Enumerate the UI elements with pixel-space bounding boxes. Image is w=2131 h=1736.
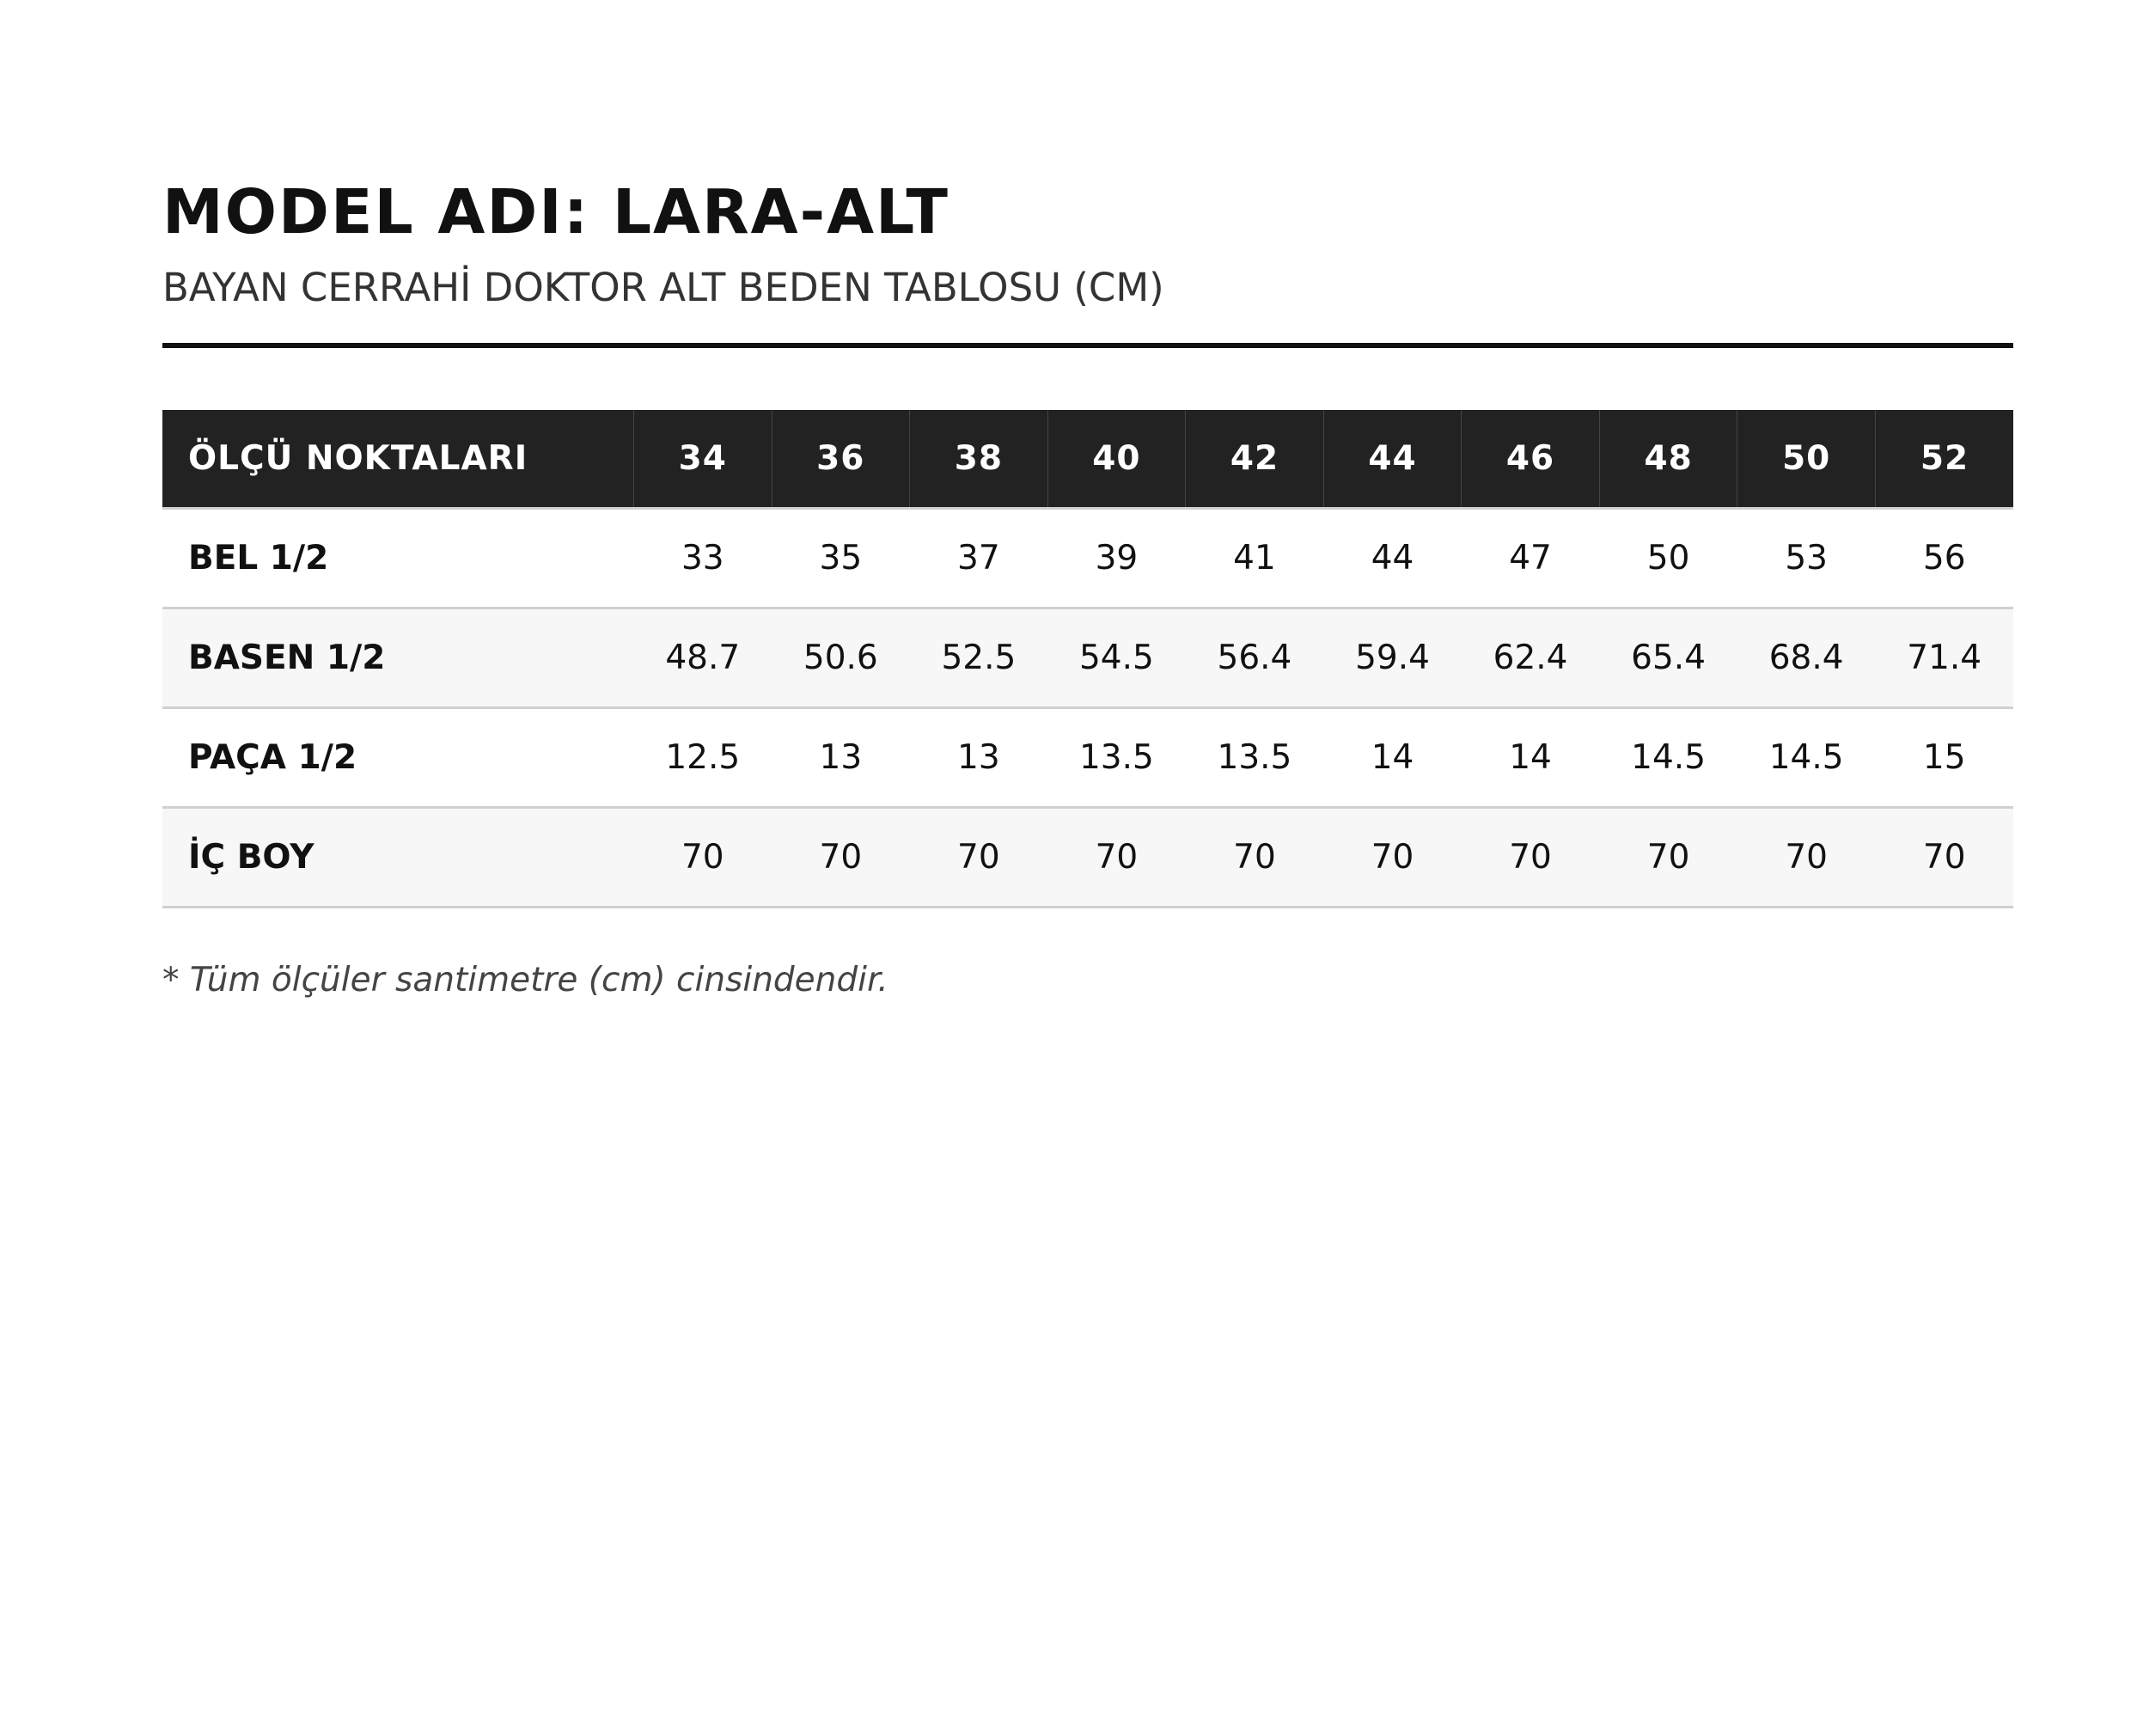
row-label: İÇ BOY bbox=[162, 807, 634, 908]
cell: 44 bbox=[1323, 508, 1462, 609]
size-header: 44 bbox=[1322, 410, 1462, 509]
row-label: BASEN 1/2 bbox=[162, 608, 634, 709]
cell: 47 bbox=[1461, 508, 1600, 609]
cell: 13 bbox=[772, 707, 910, 809]
cell: 37 bbox=[909, 508, 1048, 609]
size-header: 46 bbox=[1461, 410, 1600, 509]
table-row: BASEN 1/2 48.7 50.6 52.5 54.5 56.4 59.4 62.4 65.… bbox=[162, 608, 2013, 709]
cell: 70 bbox=[1875, 807, 2013, 908]
cell: 14.5 bbox=[1737, 707, 1876, 809]
table-body: BEL 1/2 33 35 37 39 41 44 47 50 53 56 BASEN 1/2 48.7… bbox=[162, 508, 2013, 908]
label-header: ÖLÇÜ NOKTALARI bbox=[162, 410, 634, 509]
cell: 56.4 bbox=[1185, 608, 1324, 709]
cell: 13.5 bbox=[1047, 707, 1186, 809]
size-header: 40 bbox=[1047, 410, 1186, 509]
size-table: ÖLÇÜ NOKTALARI 34 36 38 40 42 44 46 48 50 52 BEL 1… bbox=[162, 410, 2013, 908]
cell: 68.4 bbox=[1737, 608, 1876, 709]
cell: 50.6 bbox=[772, 608, 910, 709]
cell: 13 bbox=[909, 707, 1048, 809]
size-header: 36 bbox=[771, 410, 910, 509]
cell: 70 bbox=[772, 807, 910, 908]
subtitle: BAYAN CERRAHİ DOKTOR ALT BEDEN TABLOSU (… bbox=[162, 265, 1164, 310]
cell: 39 bbox=[1047, 508, 1186, 609]
table-head: ÖLÇÜ NOKTALARI 34 36 38 40 42 44 46 48 50 52 bbox=[162, 410, 2013, 509]
table-row: PAÇA 1/2 12.5 13 13 13.5 13.5 14 14 14.5 14.5 15 bbox=[162, 707, 2013, 809]
cell: 14 bbox=[1323, 707, 1462, 809]
cell: 35 bbox=[772, 508, 910, 609]
row-label: PAÇA 1/2 bbox=[162, 707, 634, 809]
divider bbox=[162, 343, 2013, 348]
size-header: 38 bbox=[909, 410, 1048, 509]
cell: 70 bbox=[1323, 807, 1462, 908]
cell: 33 bbox=[633, 508, 772, 609]
cell: 65.4 bbox=[1599, 608, 1737, 709]
header-row: ÖLÇÜ NOKTALARI 34 36 38 40 42 44 46 48 50 52 bbox=[162, 410, 2013, 509]
cell: 70 bbox=[633, 807, 772, 908]
title: MODEL ADI: LARA-ALT bbox=[162, 176, 949, 248]
cell: 56 bbox=[1875, 508, 2013, 609]
size-header: 34 bbox=[633, 410, 772, 509]
row-label: BEL 1/2 bbox=[162, 508, 634, 609]
cell: 52.5 bbox=[909, 608, 1048, 709]
footnote: * Tüm ölçüler santimetre (cm) cinsindend… bbox=[162, 961, 888, 999]
cell: 12.5 bbox=[633, 707, 772, 809]
cell: 71.4 bbox=[1875, 608, 2013, 709]
cell: 14.5 bbox=[1599, 707, 1737, 809]
cell: 70 bbox=[1599, 807, 1737, 908]
cell: 70 bbox=[1047, 807, 1186, 908]
cell: 70 bbox=[1737, 807, 1876, 908]
size-header: 48 bbox=[1598, 410, 1737, 509]
cell: 53 bbox=[1737, 508, 1876, 609]
cell: 62.4 bbox=[1461, 608, 1600, 709]
cell: 13.5 bbox=[1185, 707, 1324, 809]
size-header: 42 bbox=[1185, 410, 1324, 509]
cell: 70 bbox=[1461, 807, 1600, 908]
cell: 70 bbox=[909, 807, 1048, 908]
cell: 50 bbox=[1599, 508, 1737, 609]
size-header: 52 bbox=[1874, 410, 2013, 509]
size-header: 50 bbox=[1737, 410, 1876, 509]
cell: 70 bbox=[1185, 807, 1324, 908]
cell: 48.7 bbox=[633, 608, 772, 709]
cell: 15 bbox=[1875, 707, 2013, 809]
cell: 54.5 bbox=[1047, 608, 1186, 709]
cell: 59.4 bbox=[1323, 608, 1462, 709]
cell: 14 bbox=[1461, 707, 1600, 809]
cell: 41 bbox=[1185, 508, 1324, 609]
table-row: İÇ BOY 70 70 70 70 70 70 70 70 70 70 bbox=[162, 807, 2013, 908]
table-row: BEL 1/2 33 35 37 39 41 44 47 50 53 56 bbox=[162, 508, 2013, 609]
